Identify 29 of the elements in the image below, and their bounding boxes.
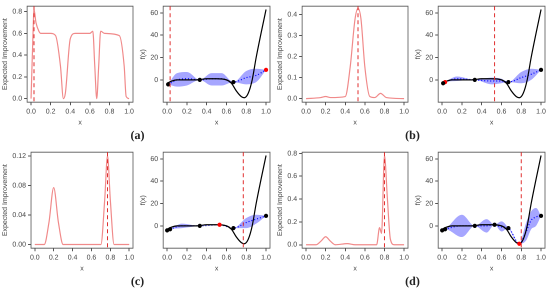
point: [264, 68, 268, 72]
text: (c): [130, 274, 146, 289]
point: [443, 227, 448, 232]
point: [166, 82, 170, 86]
point: [168, 227, 172, 232]
point: [231, 80, 236, 84]
line-series: [166, 8, 267, 98]
point: [517, 242, 522, 246]
point: [217, 222, 222, 227]
line-series: [30, 8, 130, 100]
point: [231, 226, 236, 230]
line-series: [166, 154, 267, 244]
point: [198, 78, 202, 82]
point: [472, 224, 477, 228]
point: [492, 222, 497, 227]
point: [506, 80, 511, 84]
point: [198, 224, 202, 228]
text: (a): [130, 128, 146, 143]
line-series: [34, 155, 130, 246]
point: [538, 68, 544, 72]
line-series: [305, 155, 405, 246]
point: [264, 214, 268, 218]
point: [506, 226, 511, 230]
point: [472, 78, 477, 82]
line-series: [305, 8, 405, 100]
line-series: [442, 154, 542, 244]
point: [538, 214, 544, 218]
text: (d): [404, 274, 421, 289]
text: (b): [404, 128, 421, 143]
